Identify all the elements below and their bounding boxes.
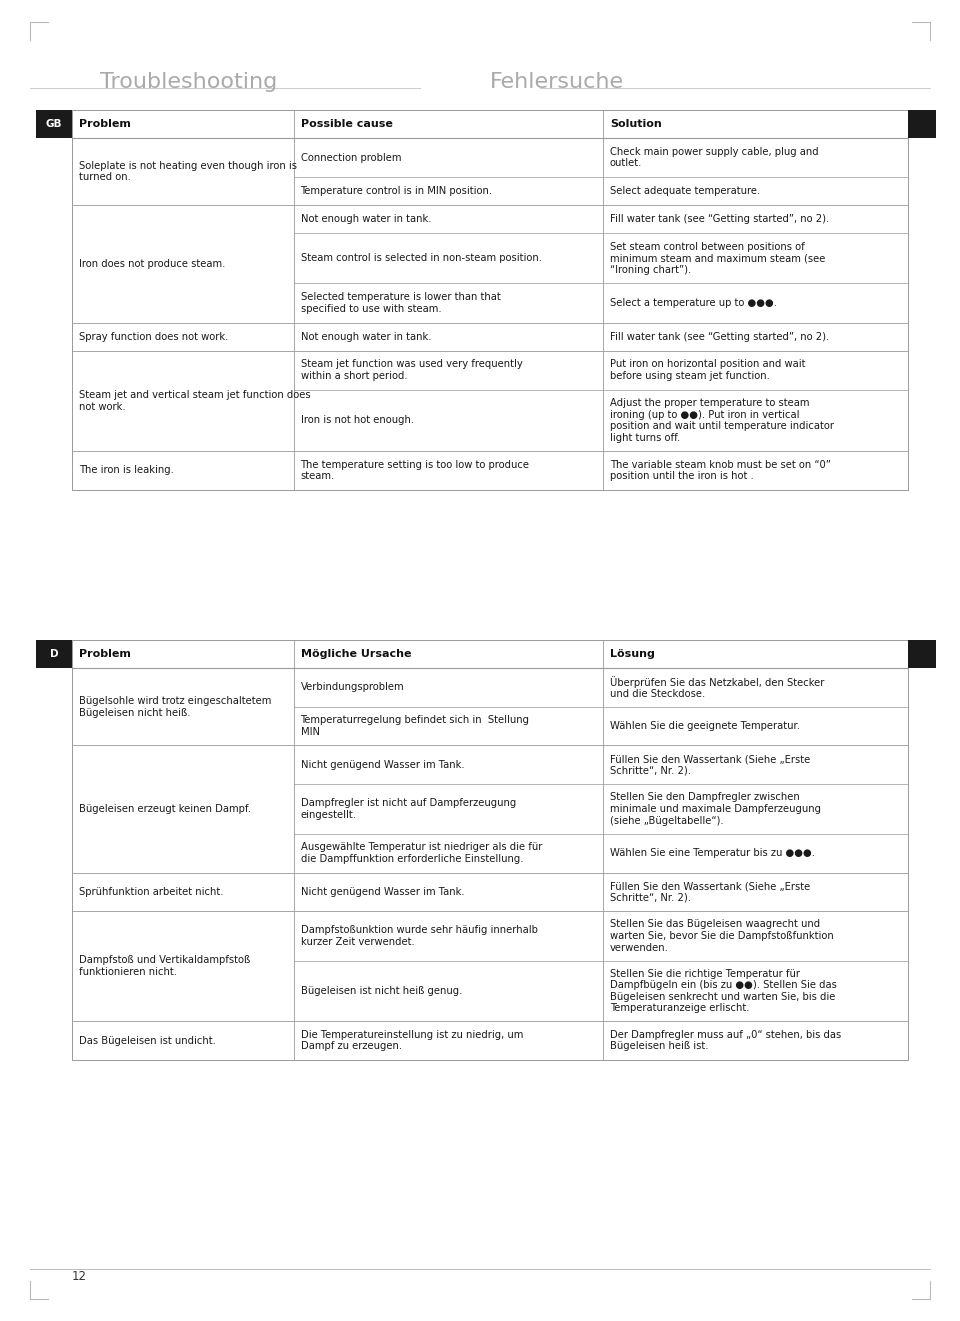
Text: Problem: Problem [79,119,131,129]
Text: Temperaturregelung befindet sich in  Stellung
MIN: Temperaturregelung befindet sich in Stel… [300,715,530,737]
Text: The iron is leaking.: The iron is leaking. [79,465,174,476]
Text: Wählen Sie eine Temperatur bis zu ●●●.: Wählen Sie eine Temperatur bis zu ●●●. [610,848,815,859]
Text: Steam control is selected in non-steam position.: Steam control is selected in non-steam p… [300,254,541,263]
Text: Not enough water in tank.: Not enough water in tank. [300,214,431,225]
Text: Temperature control is in MIN position.: Temperature control is in MIN position. [300,186,492,197]
Text: Fill water tank (see “Getting started”, no 2).: Fill water tank (see “Getting started”, … [610,332,829,342]
Text: Dampfregler ist nicht auf Dampferzeugung
eingestellt.: Dampfregler ist nicht auf Dampferzeugung… [300,798,516,820]
Text: Dampfstoßunktion wurde sehr häufig innerhalb
kurzer Zeit verwendet.: Dampfstoßunktion wurde sehr häufig inner… [300,925,538,947]
Bar [36,110,72,137]
Text: Fehlersuche: Fehlersuche [490,73,624,92]
Text: Soleplate is not heating even though iron is
turned on.: Soleplate is not heating even though iro… [79,161,297,182]
Text: Set steam control between positions of
minimum steam and maximum steam (see
“Iro: Set steam control between positions of m… [610,242,826,275]
Bar [72,639,908,1059]
Text: Check main power supply cable, plug and
outlet.: Check main power supply cable, plug and … [610,147,819,168]
Text: Fill water tank (see “Getting started”, no 2).: Fill water tank (see “Getting started”, … [610,214,829,225]
Bar [908,110,936,137]
Text: Füllen Sie den Wassertank (Siehe „Erste
Schritte“, Nr. 2).: Füllen Sie den Wassertank (Siehe „Erste … [610,881,810,902]
Text: Steam jet function was used very frequently
within a short period.: Steam jet function was used very frequen… [300,359,522,380]
Text: Nicht genügend Wasser im Tank.: Nicht genügend Wasser im Tank. [300,886,465,897]
Text: Wählen Sie die geeignete Temperatur.: Wählen Sie die geeignete Temperatur. [610,721,800,731]
Text: Select a temperature up to ●●●.: Select a temperature up to ●●●. [610,299,777,308]
Text: Bügeleisen erzeugt keinen Dampf.: Bügeleisen erzeugt keinen Dampf. [79,804,251,814]
Text: Iron is not hot enough.: Iron is not hot enough. [300,415,414,425]
Text: Iron does not produce steam.: Iron does not produce steam. [79,259,226,269]
Text: Select adequate temperature.: Select adequate temperature. [610,186,760,197]
Text: Die Temperatureinstellung ist zu niedrig, um
Dampf zu erzeugen.: Die Temperatureinstellung ist zu niedrig… [300,1030,523,1052]
Text: Bügeleisen ist nicht heiß genug.: Bügeleisen ist nicht heiß genug. [300,985,462,996]
Text: Das Bügeleisen ist undicht.: Das Bügeleisen ist undicht. [79,1036,216,1046]
Text: Überprüfen Sie das Netzkabel, den Stecker
und die Steckdose.: Überprüfen Sie das Netzkabel, den Stecke… [610,675,825,699]
Text: Nicht genügend Wasser im Tank.: Nicht genügend Wasser im Tank. [300,760,465,770]
Text: Füllen Sie den Wassertank (Siehe „Erste
Schritte“, Nr. 2).: Füllen Sie den Wassertank (Siehe „Erste … [610,754,810,775]
Text: Troubleshooting: Troubleshooting [100,73,277,92]
Text: Mögliche Ursache: Mögliche Ursache [300,649,411,659]
Text: Stellen Sie den Dampfregler zwischen
minimale und maximale Dampferzeugung
(siehe: Stellen Sie den Dampfregler zwischen min… [610,793,821,826]
Text: 12: 12 [72,1269,87,1283]
Text: GB: GB [46,119,62,129]
Bar [908,639,936,668]
Bar [72,110,908,490]
Text: Not enough water in tank.: Not enough water in tank. [300,332,431,342]
Bar [36,639,72,668]
Text: D: D [50,649,59,659]
Text: Sprühfunktion arbeitet nicht.: Sprühfunktion arbeitet nicht. [79,886,224,897]
Text: Lösung: Lösung [610,649,655,659]
Text: The temperature setting is too low to produce
steam.: The temperature setting is too low to pr… [300,460,530,481]
Text: Connection problem: Connection problem [300,152,401,162]
Text: Put iron on horizontal position and wait
before using steam jet function.: Put iron on horizontal position and wait… [610,359,805,380]
Text: Bügelsohle wird trotz eingeschaltetem
Bügeleisen nicht heiß.: Bügelsohle wird trotz eingeschaltetem Bü… [79,696,272,717]
Text: Solution: Solution [610,119,661,129]
Text: Stellen Sie das Bügeleisen waagrecht und
warten Sie, bevor Sie die Dampfstoßfunk: Stellen Sie das Bügeleisen waagrecht und… [610,919,833,952]
Text: Problem: Problem [79,649,131,659]
Text: Dampfstoß und Vertikaldampfstoß
funktionieren nicht.: Dampfstoß und Vertikaldampfstoß funktion… [79,955,251,978]
Text: Stellen Sie die richtige Temperatur für
Dampfbügeln ein (bis zu ●●). Stellen Sie: Stellen Sie die richtige Temperatur für … [610,968,837,1013]
Text: Verbindungsproblem: Verbindungsproblem [300,683,404,692]
Text: Der Dampfregler muss auf „0“ stehen, bis das
Bügeleisen heiß ist.: Der Dampfregler muss auf „0“ stehen, bis… [610,1030,841,1052]
Text: Spray function does not work.: Spray function does not work. [79,332,228,342]
Text: Selected temperature is lower than that
specified to use with steam.: Selected temperature is lower than that … [300,292,500,314]
Text: The variable steam knob must be set on “0”
position until the iron is hot .: The variable steam knob must be set on “… [610,460,830,481]
Text: Steam jet and vertical steam jet function does
not work.: Steam jet and vertical steam jet functio… [79,390,311,412]
Text: Possible cause: Possible cause [300,119,393,129]
Text: Ausgewählte Temperatur ist niedriger als die für
die Dampffunktion erforderliche: Ausgewählte Temperatur ist niedriger als… [300,843,541,864]
Text: Adjust the proper temperature to steam
ironing (up to ●●). Put iron in vertical
: Adjust the proper temperature to steam i… [610,398,834,443]
